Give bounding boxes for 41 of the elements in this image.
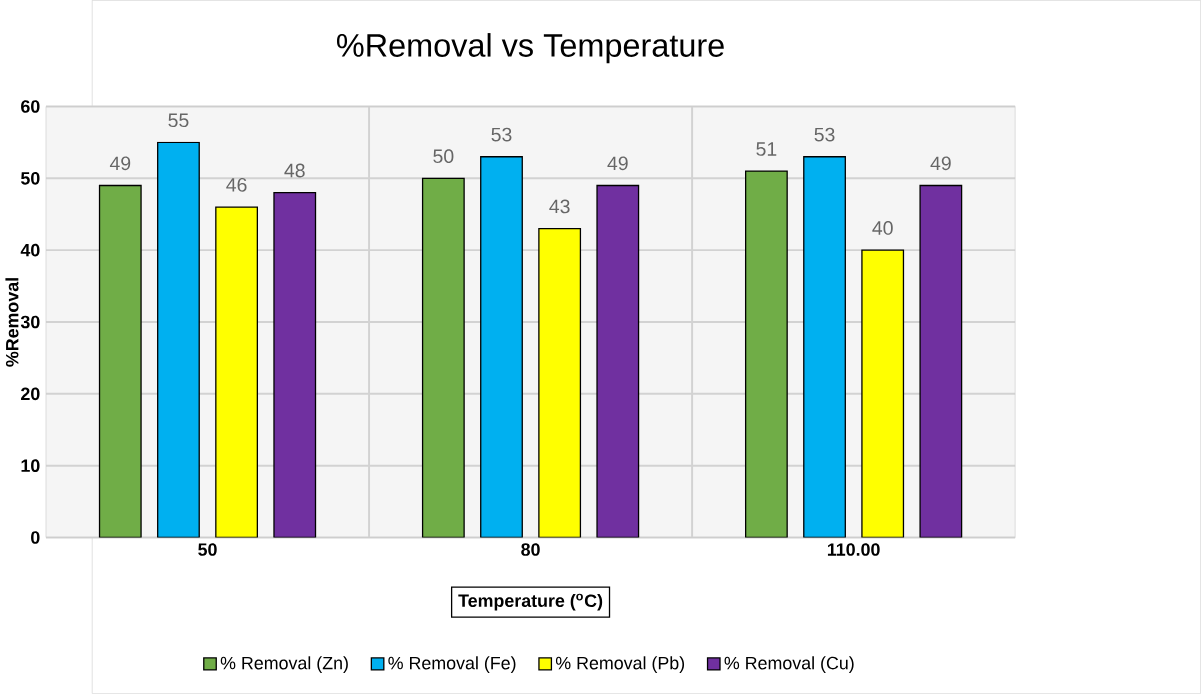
bar xyxy=(98,184,142,538)
legend-label: % Removal (Zn) xyxy=(220,656,348,673)
y-tick-label: 50 xyxy=(20,172,40,185)
bar xyxy=(919,184,963,538)
data-label: 51 xyxy=(756,142,777,156)
bar xyxy=(596,184,640,538)
data-label: 49 xyxy=(109,156,131,171)
data-label: 49 xyxy=(607,156,628,171)
legend-label: % Removal (Cu) xyxy=(724,656,854,673)
data-label: 53 xyxy=(814,127,835,142)
data-label: 48 xyxy=(284,163,305,178)
bar xyxy=(215,206,259,538)
y-tick-label: 0 xyxy=(31,531,40,544)
y-tick-label: 20 xyxy=(21,387,40,401)
data-label: 53 xyxy=(491,127,512,142)
y-axis-title: %Removal xyxy=(5,278,19,367)
data-label: 46 xyxy=(226,178,247,192)
y-tick-label: 60 xyxy=(21,100,40,113)
data-label: 49 xyxy=(930,156,951,171)
data-label: 40 xyxy=(872,221,893,235)
bar xyxy=(273,192,317,538)
x-axis-title: Temperature ($^{o}$C) xyxy=(458,593,603,611)
y-tick-label: 30 xyxy=(20,315,40,329)
y-tick-label: 10 xyxy=(21,459,40,473)
bar xyxy=(744,170,788,538)
x-tick-label: 50 xyxy=(198,543,217,556)
legend-label: % Removal (Pb) xyxy=(555,656,685,673)
data-label: 50 xyxy=(433,149,454,164)
y-tick-label: 40 xyxy=(20,243,40,257)
bar xyxy=(480,156,523,538)
x-tick-label: 80 xyxy=(521,543,540,556)
bar xyxy=(157,141,200,538)
x-tick-label: 110.00 xyxy=(827,543,880,556)
data-label: 55 xyxy=(168,113,189,128)
bar xyxy=(803,156,846,538)
bar xyxy=(421,177,465,538)
legend-label: % Removal (Fe) xyxy=(388,656,516,673)
chart-title: %Removal vs Temperature xyxy=(337,33,724,64)
bar xyxy=(861,249,905,538)
bar xyxy=(538,228,582,538)
data-label: 43 xyxy=(549,199,570,214)
